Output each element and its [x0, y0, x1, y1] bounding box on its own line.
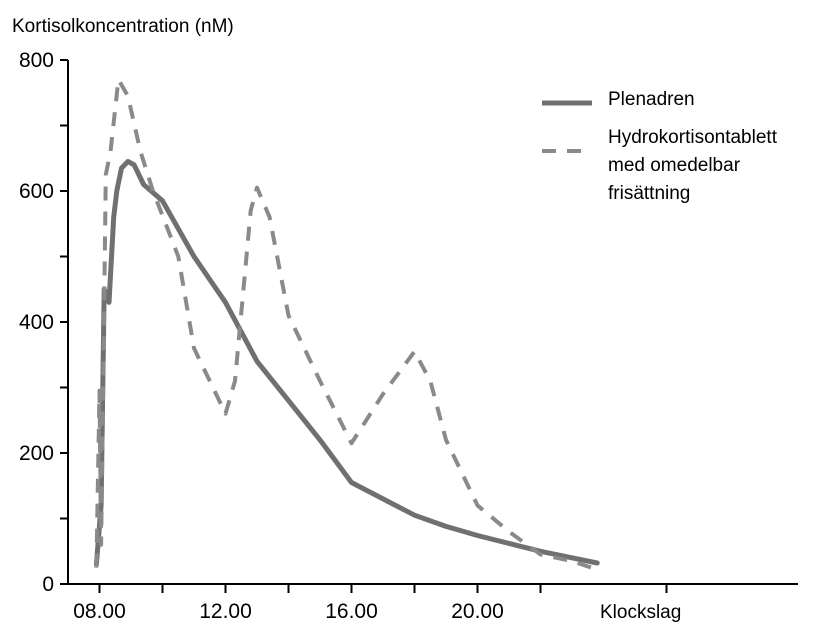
- x-tick-label: 08.00: [73, 600, 126, 623]
- x-tick-label: 16.00: [325, 600, 378, 623]
- y-ticks: 0 200 400 600 800: [19, 49, 68, 596]
- y-axis-title: Kortisolkoncentration (nM): [12, 16, 234, 37]
- y-tick-label: 200: [19, 442, 54, 465]
- legend-label-hydro-line2: med omedelbar: [608, 155, 741, 176]
- series-line-plenadren: [93, 159, 600, 567]
- x-ticks: 08.00 12.00 16.00 20.00: [73, 584, 668, 623]
- y-tick-label: 400: [19, 311, 54, 334]
- y-tick-label: 600: [19, 180, 54, 203]
- legend-label-hydro-line3: frisättning: [608, 183, 690, 204]
- legend-label-plenadren: Plenadren: [608, 89, 695, 110]
- x-axis-title: Klockslag: [600, 602, 681, 623]
- x-tick-label: 12.00: [199, 600, 252, 623]
- x-tick-label: 20.00: [451, 600, 504, 623]
- y-tick-label: 800: [19, 49, 54, 72]
- legend-label-hydro-line1: Hydrokortisontablett: [608, 127, 778, 148]
- legend: Plenadren Hydrokortisontablett med omede…: [542, 89, 778, 204]
- y-tick-label: 0: [42, 573, 54, 596]
- series-line-hydrokortisontablett: [94, 77, 598, 572]
